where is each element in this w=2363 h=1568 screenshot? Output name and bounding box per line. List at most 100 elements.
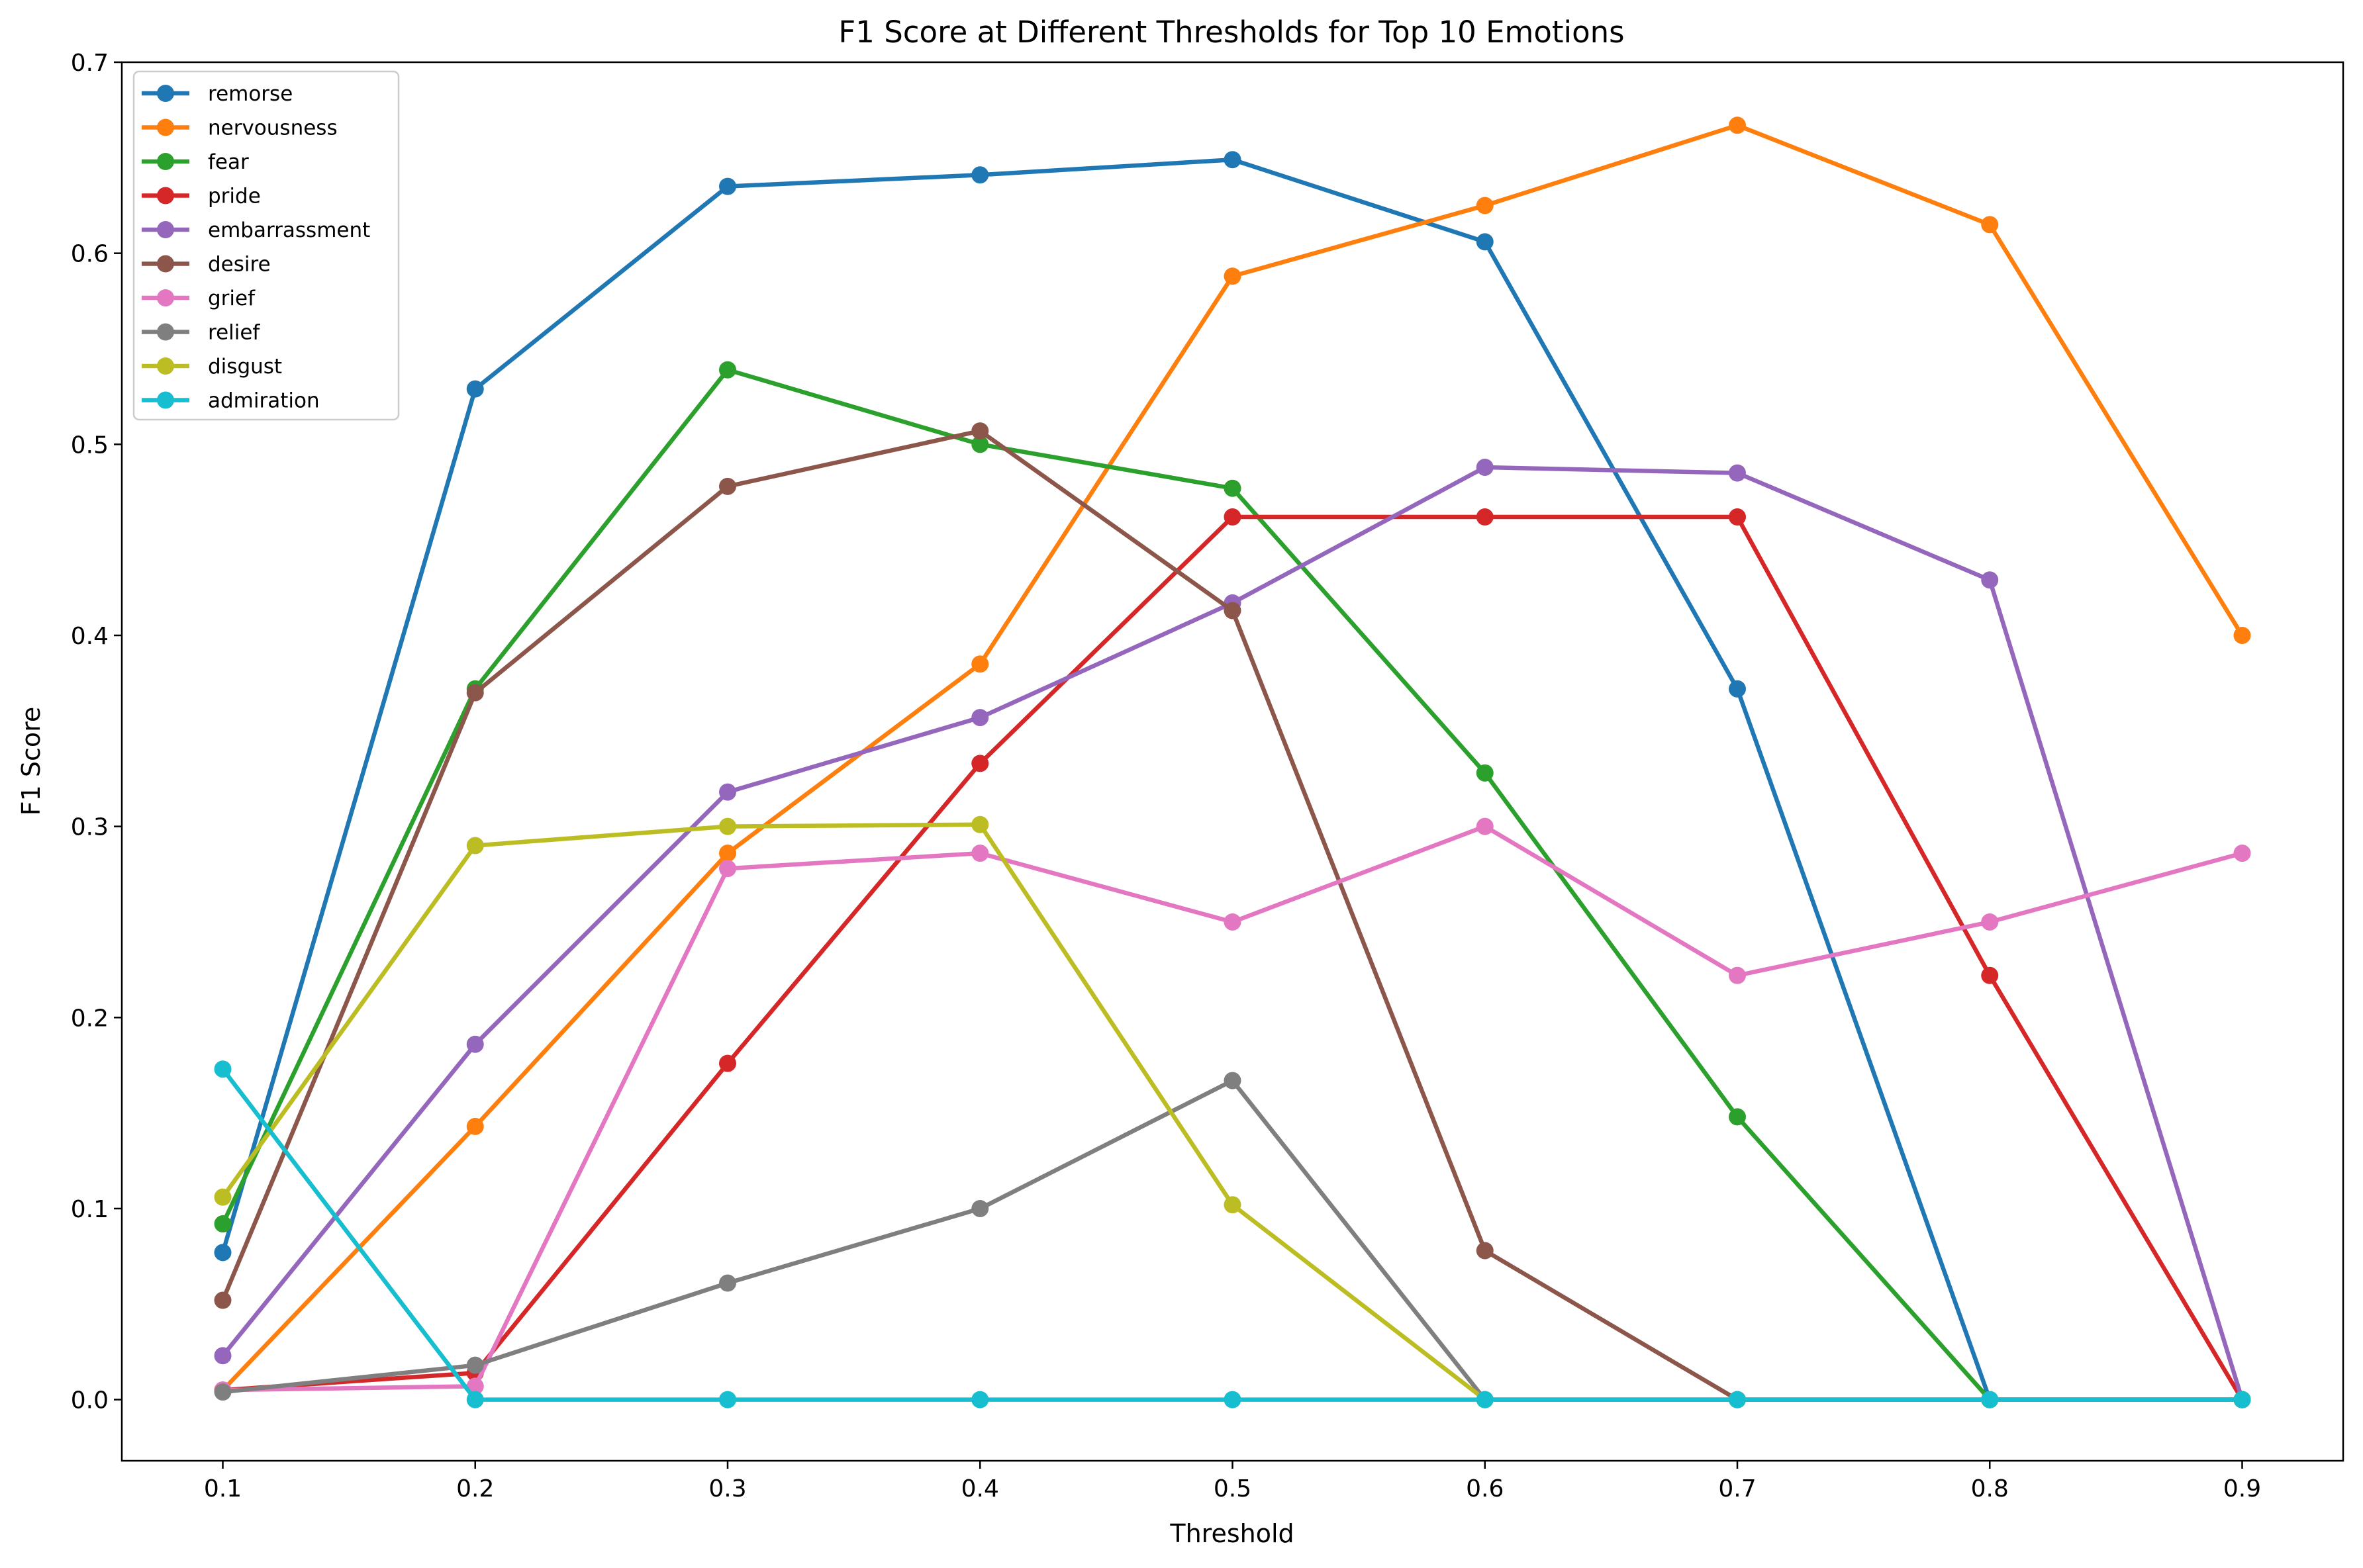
legend-label: remorse <box>208 82 293 106</box>
y-tick-label: 0.3 <box>71 814 109 841</box>
x-tick-label: 0.3 <box>708 1475 746 1502</box>
data-point-grief <box>719 860 736 878</box>
data-point-pride <box>1224 508 1241 526</box>
legend-swatch-marker <box>157 153 174 170</box>
legend-label: desire <box>208 253 271 277</box>
data-point-admiration <box>1224 1391 1241 1408</box>
data-point-fear <box>719 361 736 379</box>
legend-entry-fear: fear <box>142 150 249 174</box>
data-point-nervousness <box>971 655 989 673</box>
x-axis: 0.1 0.2 0.3 0.4 0.5 0.6 0.7 0.8 0.9 <box>204 1461 2261 1502</box>
series-pride <box>214 508 2251 1408</box>
legend-swatch-marker <box>157 391 174 409</box>
data-point-admiration <box>1729 1391 1746 1408</box>
legend-entry-desire: desire <box>142 253 271 277</box>
y-tick-label: 0.1 <box>71 1196 109 1223</box>
data-point-fear <box>1476 764 1494 782</box>
data-point-pride <box>1981 966 1999 984</box>
data-point-disgust <box>214 1188 232 1206</box>
data-point-relief <box>971 1199 989 1217</box>
legend-entry-grief: grief <box>142 287 256 310</box>
data-point-desire <box>1476 1242 1494 1260</box>
data-point-embarrassment <box>466 1035 484 1053</box>
data-point-relief <box>719 1274 736 1292</box>
legend-entry-remorse: remorse <box>142 82 293 106</box>
legend: remorse nervousness fear pride embarrassment… <box>132 70 400 421</box>
legend-swatch-marker <box>157 221 174 238</box>
legend-entry-disgust: disgust <box>142 355 282 379</box>
legend-entry-pride: pride <box>142 185 261 208</box>
data-point-admiration <box>971 1391 989 1408</box>
legend-swatch-marker <box>157 289 174 306</box>
x-tick-label: 0.8 <box>1971 1475 2009 1502</box>
data-point-remorse <box>1224 151 1241 169</box>
data-point-pride <box>1729 508 1746 526</box>
data-point-desire <box>719 477 736 495</box>
x-tick-label: 0.9 <box>2223 1475 2261 1502</box>
data-point-desire <box>466 684 484 702</box>
legend-box <box>132 70 400 421</box>
data-point-embarrassment <box>1981 571 1999 589</box>
data-point-disgust <box>971 815 989 833</box>
data-point-grief <box>1981 913 1999 931</box>
legend-label: admiration <box>208 389 320 413</box>
data-point-pride <box>1476 508 1494 526</box>
data-point-nervousness <box>1729 116 1746 134</box>
data-point-nervousness <box>2233 626 2251 644</box>
data-point-nervousness <box>719 845 736 862</box>
data-point-nervousness <box>466 1117 484 1135</box>
data-point-grief <box>1729 966 1746 984</box>
data-point-fear <box>971 436 989 453</box>
legend-entry-admiration: admiration <box>142 389 320 413</box>
chart-title: F1 Score at Different Thresholds for Top… <box>838 15 1624 50</box>
data-point-remorse <box>1729 680 1746 698</box>
legend-swatch-marker <box>157 118 174 136</box>
legend-swatch-marker <box>157 255 174 273</box>
legend-label: nervousness <box>208 116 338 140</box>
x-tick-label: 0.5 <box>1214 1475 1251 1502</box>
y-axis: 0.0 0.1 0.2 0.3 0.4 0.5 0.6 0.7 <box>71 50 122 1414</box>
legend-entry-relief: relief <box>142 321 260 345</box>
data-point-embarrassment <box>719 783 736 801</box>
data-point-grief <box>2233 845 2251 862</box>
series-nervousness <box>214 116 2251 1399</box>
data-point-desire <box>971 422 989 440</box>
legend-swatch-marker <box>157 357 174 375</box>
data-point-remorse <box>214 1244 232 1262</box>
data-point-remorse <box>971 166 989 184</box>
legend-swatch-marker <box>157 85 174 102</box>
legend-entry-embarrassment: embarrassment <box>142 218 370 242</box>
x-tick-label: 0.6 <box>1466 1475 1504 1502</box>
legend-label: fear <box>208 150 249 174</box>
y-tick-label: 0.2 <box>71 1005 109 1032</box>
data-point-remorse <box>466 380 484 398</box>
data-point-disgust <box>466 837 484 854</box>
data-point-relief <box>466 1356 484 1374</box>
data-point-admiration <box>1476 1391 1494 1408</box>
data-point-relief <box>214 1383 232 1401</box>
y-axis-label: F1 Score <box>17 707 46 816</box>
legend-label: disgust <box>208 355 282 379</box>
legend-label: grief <box>208 287 256 310</box>
data-point-fear <box>1224 479 1241 497</box>
data-point-remorse <box>1476 233 1494 251</box>
data-point-pride <box>971 755 989 772</box>
data-point-embarrassment <box>1729 464 1746 482</box>
x-axis-label: Threshold <box>1169 1519 1294 1548</box>
x-tick-label: 0.1 <box>204 1475 242 1502</box>
data-point-disgust <box>719 817 736 835</box>
data-point-desire <box>1224 602 1241 620</box>
data-point-desire <box>214 1291 232 1309</box>
y-tick-label: 0.7 <box>71 50 109 77</box>
plot-area <box>214 116 2251 1408</box>
x-tick-label: 0.2 <box>456 1475 494 1502</box>
series-admiration <box>214 1060 2251 1408</box>
data-point-admiration <box>214 1060 232 1078</box>
legend-label: pride <box>208 185 261 208</box>
data-point-grief <box>1224 913 1241 931</box>
legend-entry-nervousness: nervousness <box>142 116 338 140</box>
x-tick-label: 0.7 <box>1718 1475 1756 1502</box>
data-point-admiration <box>466 1391 484 1408</box>
data-point-pride <box>719 1054 736 1072</box>
